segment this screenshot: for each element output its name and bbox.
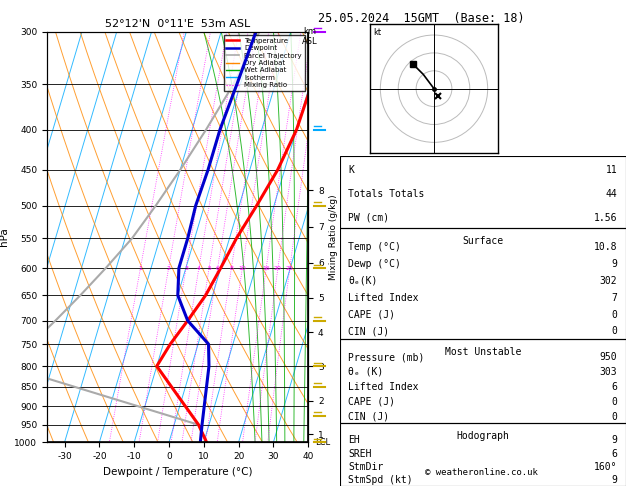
Text: 0: 0 <box>611 397 617 407</box>
Text: 25.05.2024  15GMT  (Base: 18): 25.05.2024 15GMT (Base: 18) <box>318 12 525 25</box>
Y-axis label: Mixing Ratio (g/kg): Mixing Ratio (g/kg) <box>329 194 338 280</box>
Text: 10: 10 <box>238 265 246 271</box>
Text: 6: 6 <box>611 449 617 459</box>
Bar <box>340 423 626 486</box>
Text: 950: 950 <box>599 352 617 362</box>
Text: Totals Totals: Totals Totals <box>348 189 425 199</box>
Text: 9: 9 <box>611 475 617 485</box>
Text: CIN (J): CIN (J) <box>348 327 389 336</box>
Text: 10.8: 10.8 <box>594 243 617 252</box>
Text: 0: 0 <box>611 310 617 320</box>
Text: LCL: LCL <box>315 438 330 447</box>
Text: CAPE (J): CAPE (J) <box>348 310 395 320</box>
Text: K: K <box>348 165 354 175</box>
Y-axis label: hPa: hPa <box>0 227 9 246</box>
X-axis label: Dewpoint / Temperature (°C): Dewpoint / Temperature (°C) <box>103 467 252 477</box>
Text: 7: 7 <box>611 293 617 303</box>
Text: 6: 6 <box>611 382 617 392</box>
Text: 8: 8 <box>230 265 233 271</box>
Text: © weatheronline.co.uk: © weatheronline.co.uk <box>425 468 538 477</box>
Text: 5: 5 <box>207 265 211 271</box>
Text: 0: 0 <box>611 327 617 336</box>
Text: 0: 0 <box>611 412 617 421</box>
Text: 9: 9 <box>611 259 617 269</box>
Text: Most Unstable: Most Unstable <box>445 347 521 357</box>
Bar <box>340 339 626 423</box>
Text: 6: 6 <box>216 265 220 271</box>
Text: Temp (°C): Temp (°C) <box>348 243 401 252</box>
Text: 3: 3 <box>184 265 188 271</box>
Text: 2: 2 <box>167 265 170 271</box>
Text: 160°: 160° <box>594 462 617 472</box>
Legend: Temperature, Dewpoint, Parcel Trajectory, Dry Adiabat, Wet Adiabat, Isotherm, Mi: Temperature, Dewpoint, Parcel Trajectory… <box>223 35 304 91</box>
Text: θₑ(K): θₑ(K) <box>348 276 377 286</box>
Text: Dewp (°C): Dewp (°C) <box>348 259 401 269</box>
Text: 20: 20 <box>274 265 282 271</box>
Text: Lifted Index: Lifted Index <box>348 293 419 303</box>
Text: Pressure (mb): Pressure (mb) <box>348 352 425 362</box>
Text: StmDir: StmDir <box>348 462 384 472</box>
Text: CIN (J): CIN (J) <box>348 412 389 421</box>
Text: 9: 9 <box>611 435 617 445</box>
Text: CAPE (J): CAPE (J) <box>348 397 395 407</box>
Text: θₑ (K): θₑ (K) <box>348 367 384 377</box>
Text: Hodograph: Hodograph <box>456 432 509 441</box>
Text: Surface: Surface <box>462 237 503 246</box>
Text: 303: 303 <box>599 367 617 377</box>
Text: 302: 302 <box>599 276 617 286</box>
Text: 4: 4 <box>197 265 201 271</box>
Text: StmSpd (kt): StmSpd (kt) <box>348 475 413 485</box>
Bar <box>340 156 626 228</box>
Text: 11: 11 <box>606 165 617 175</box>
Text: km
ASL: km ASL <box>303 27 318 46</box>
Text: Lifted Index: Lifted Index <box>348 382 419 392</box>
Text: 44: 44 <box>606 189 617 199</box>
Text: 1.56: 1.56 <box>594 212 617 223</box>
Text: 1: 1 <box>138 265 142 271</box>
Text: EH: EH <box>348 435 360 445</box>
Text: 25: 25 <box>286 265 294 271</box>
Text: SREH: SREH <box>348 449 372 459</box>
Text: 16: 16 <box>262 265 270 271</box>
Text: PW (cm): PW (cm) <box>348 212 389 223</box>
Bar <box>340 228 626 339</box>
Text: kt: kt <box>373 28 381 37</box>
Title: 52°12'N  0°11'E  53m ASL: 52°12'N 0°11'E 53m ASL <box>105 19 250 30</box>
